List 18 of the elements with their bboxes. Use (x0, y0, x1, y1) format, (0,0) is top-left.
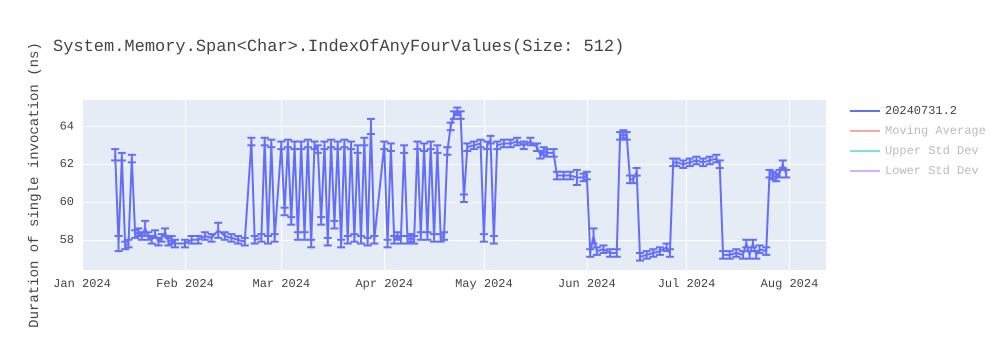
x-tick-label: Jan 2024 (53, 277, 111, 291)
legend-label: Lower Std Dev (885, 164, 979, 178)
y-axis-title: Duration of single invocation (ns) (27, 42, 43, 328)
x-tick-label: Aug 2024 (760, 277, 818, 291)
x-tick-label: Feb 2024 (156, 277, 214, 291)
legend-label: Moving Average (885, 124, 986, 138)
x-tick-label: Apr 2024 (355, 277, 414, 291)
x-tick-label: Jun 2024 (558, 277, 616, 291)
x-tick-label: May 2024 (455, 277, 513, 291)
x-tick-label: Jul 2024 (658, 277, 716, 291)
y-tick-label: 62 (60, 157, 74, 172)
y-tick-label: 64 (60, 119, 74, 134)
x-tick-label: Mar 2024 (252, 277, 310, 291)
chart-title: System.Memory.Span<Char>.IndexOfAnyFourValues(Size: 512) (53, 38, 624, 57)
y-tick-label: 58 (60, 232, 74, 247)
legend-label: Upper Std Dev (885, 144, 979, 158)
legend-label: 20240731.2 (885, 104, 958, 118)
y-tick-label: 60 (60, 195, 74, 209)
